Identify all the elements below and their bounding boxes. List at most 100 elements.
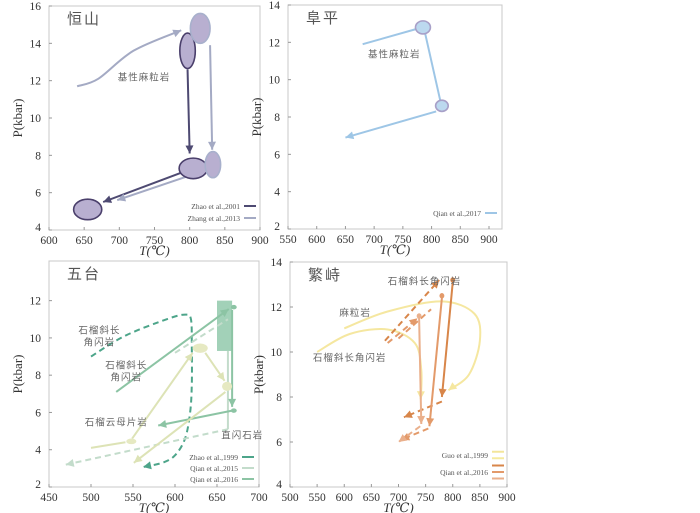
x-axis-label: T(℃) [383,500,413,513]
arrowhead-icon [219,309,229,317]
panel-4: 500 550 600 650 700 750 800 850 900 4 6 8 10 12 14 T(℃)… [251,257,516,513]
y-tick-label: 8 [35,150,41,162]
panel-1: 600 650 700 750 800 850 900 4 6 8 10 12 14 16 T(℃) P(kb… [10,1,269,258]
pt-condition-ellipse [222,381,233,392]
pt-path-segment [90,313,193,469]
arrowhead-icon [65,459,75,467]
plot-frame [287,4,503,230]
legend-label: Qian et al.,2016 [440,468,488,477]
pt-condition-ellipse [439,293,445,299]
plot-frame [48,260,260,488]
x-tick-label: 550 [309,492,327,504]
arrowhead-icon [103,195,113,203]
y-tick-label: 8 [276,392,282,404]
arrowhead-icon [208,141,217,150]
x-tick-label: 500 [82,492,100,504]
y-tick-label: 12 [30,76,42,88]
y-axis-label: P(kbar) [251,355,266,394]
x-tick-label: 650 [208,492,226,504]
x-tick-label: 700 [366,234,384,246]
y-tick-label: 4 [276,479,282,491]
y-tick-label: 12 [269,37,281,49]
x-tick-label: 800 [423,234,441,246]
rock-type-label: 石榴斜长角闪岩 [313,352,387,364]
pt-path-segment [345,110,437,139]
legend-label: Qian et al.,2017 [433,209,481,218]
pt-condition-ellipse [416,313,422,319]
y-tick-label: 14 [269,0,281,12]
y-tick-label: 6 [274,149,280,161]
arrowhead-icon [158,419,167,428]
x-tick-label: 700 [390,492,408,504]
y-axis-label: P(kbar) [10,99,25,138]
arrowhead-icon [417,415,426,424]
y-tick-label: 10 [30,333,42,345]
y-tick-label: 10 [269,75,281,87]
x-tick-label: 850 [216,235,234,247]
pt-condition-ellipse [192,343,208,353]
pt-path-segment [65,428,229,466]
arrowhead-icon [117,193,127,202]
arrowhead-icon [228,398,237,407]
panel-title: 恒山 [67,11,101,28]
rock-type-label: 石榴斜长 [105,360,147,372]
pt-condition-ellipse [72,198,103,221]
y-tick-label: 4 [35,445,41,457]
rock-type-label: 麻粒岩 [339,307,371,319]
y-tick-label: 8 [274,112,280,124]
legend-label: Zhang et al.,2013 [188,214,241,223]
y-tick-label: 14 [30,38,42,50]
panel-2: 550 600 650 700 750 800 850 900 2 4 6 8 10 12 14 T(℃) P(… [249,0,503,257]
pt-condition-ellipse [414,20,432,35]
x-tick-label: 800 [444,492,462,504]
x-tick-label: 750 [417,492,435,504]
x-tick-label: 650 [363,492,381,504]
x-axis-label: T(℃) [380,242,410,257]
arrowhead-icon [143,461,152,470]
y-tick-label: 12 [30,296,42,308]
pt-path-segment [424,33,442,101]
pt-condition-ellipse [230,304,237,310]
legend-label: Zhao et al.,1999 [189,453,238,462]
pt-path-segment [397,308,432,340]
x-tick-label: 450 [40,492,58,504]
y-tick-label: 12 [271,302,283,314]
plot-frame [48,5,261,231]
x-tick-label: 750 [146,235,164,247]
y-tick-label: 2 [274,221,280,233]
x-tick-label: 850 [471,492,489,504]
panel-title: 阜平 [306,10,340,27]
arrowhead-icon [403,410,413,418]
panel-title: 繁峙 [308,267,342,284]
x-tick-label: 750 [394,234,412,246]
y-tick-label: 2 [35,479,41,491]
y-axis-label: P(kbar) [249,98,264,137]
legend-label: Qian et al.,2015 [190,464,238,473]
rock-type-label: 直闪石岩 [221,430,263,442]
pt-path-segment [174,318,229,354]
pt-path-segment [384,279,440,342]
pt-condition-ellipse [126,438,137,445]
pt-path-segment [115,308,230,393]
y-axis-label: P(kbar) [10,355,25,394]
y-tick-label: 6 [35,188,41,200]
arrowhead-icon [448,382,458,391]
y-tick-label: 4 [35,222,41,234]
x-tick-label: 600 [308,234,326,246]
x-axis-label: T(℃) [139,243,169,258]
legend-label: Zhao et al.,2001 [191,202,240,211]
y-tick-label: 10 [271,347,283,359]
x-tick-label: 650 [337,234,355,246]
x-tick-label: 900 [480,234,498,246]
arrowhead-icon [426,417,435,427]
x-tick-label: 650 [76,235,94,247]
x-tick-label: 850 [452,234,470,246]
pt-path-segment [440,282,454,398]
pt-condition-ellipse [179,32,197,70]
x-tick-label: 700 [250,492,268,504]
rock-type-label: 基性麻粒岩 [368,48,421,60]
x-tick-label: 800 [181,235,199,247]
arrowhead-icon [133,454,143,463]
rock-type-label: 角闪岩 [111,372,143,384]
